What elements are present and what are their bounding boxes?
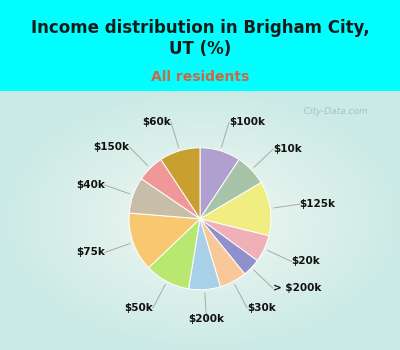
Text: $100k: $100k xyxy=(229,117,265,127)
Text: $50k: $50k xyxy=(124,303,153,313)
Wedge shape xyxy=(200,160,261,219)
Wedge shape xyxy=(149,219,200,289)
Wedge shape xyxy=(200,219,269,261)
Wedge shape xyxy=(200,183,271,236)
Text: City-Data.com: City-Data.com xyxy=(298,106,368,116)
Text: All residents: All residents xyxy=(151,70,249,84)
Wedge shape xyxy=(161,148,200,219)
Wedge shape xyxy=(141,160,200,219)
Text: $75k: $75k xyxy=(76,247,105,257)
Text: $150k: $150k xyxy=(93,142,129,152)
Wedge shape xyxy=(200,219,257,274)
Text: > $200k: > $200k xyxy=(273,283,321,293)
Text: $10k: $10k xyxy=(273,144,302,154)
Wedge shape xyxy=(200,219,245,287)
Text: Income distribution in Brigham City,
UT (%): Income distribution in Brigham City, UT … xyxy=(31,19,369,58)
Wedge shape xyxy=(129,179,200,219)
Text: $200k: $200k xyxy=(188,314,224,324)
Text: $125k: $125k xyxy=(300,199,336,209)
Text: $30k: $30k xyxy=(247,303,276,313)
Wedge shape xyxy=(188,219,220,290)
Text: $20k: $20k xyxy=(291,257,320,266)
Text: $40k: $40k xyxy=(76,180,105,190)
Text: $60k: $60k xyxy=(142,117,171,127)
Wedge shape xyxy=(200,148,239,219)
Wedge shape xyxy=(129,213,200,268)
